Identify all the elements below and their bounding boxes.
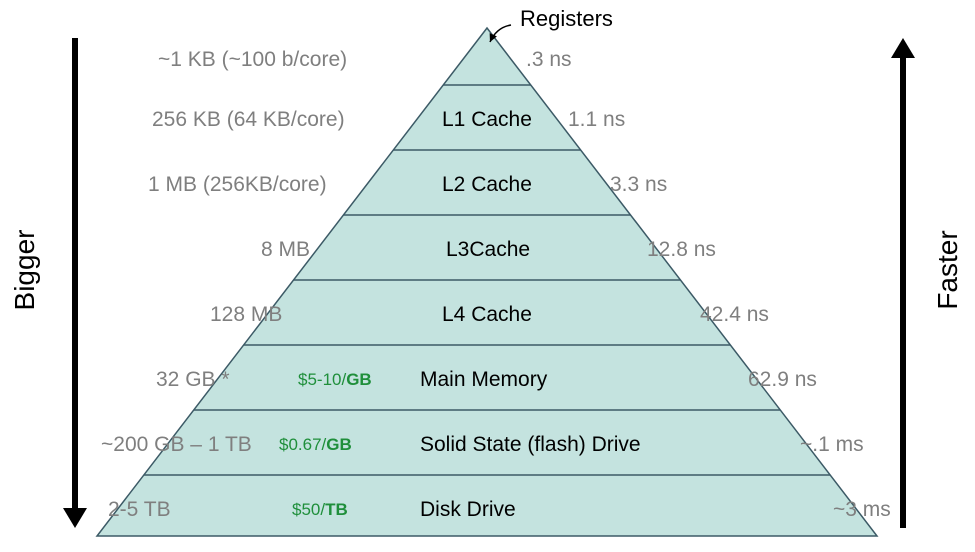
registers-pointer [490, 25, 511, 42]
tier-name: L2 Cache [442, 173, 532, 197]
memory-pyramid [97, 28, 877, 536]
tier-name: L4 Cache [442, 303, 532, 327]
tier-name: Disk Drive [420, 498, 516, 522]
tier-size: 256 KB (64 KB/core) [152, 108, 345, 132]
tier-speed: ~.1 ms [800, 433, 864, 457]
tier-speed: .3 ns [526, 48, 572, 72]
tier-speed: 42.4 ns [700, 303, 769, 327]
tier-speed: 1.1 ns [568, 108, 625, 132]
tier-speed: 12.8 ns [647, 238, 716, 262]
bigger-label: Bigger [9, 230, 41, 311]
tier-size: 8 MB [261, 238, 310, 262]
tier-speed: 62.9 ns [748, 368, 817, 392]
tier-name: Main Memory [420, 368, 547, 392]
tier-price: $0.67/GB [279, 435, 352, 455]
tier-size: ~1 KB (~100 b/core) [158, 48, 347, 72]
tier-name: L3Cache [446, 238, 530, 262]
tier-name: Solid State (flash) Drive [420, 433, 641, 457]
diagram-svg [0, 0, 975, 552]
tier-speed: ~3 ms [833, 498, 891, 522]
tier-name: L1 Cache [442, 108, 532, 132]
tier-price: $5-10/GB [298, 370, 372, 390]
faster-label: Faster [932, 230, 964, 309]
tier-size: ~200 GB – 1 TB [101, 433, 252, 457]
tier-size: 32 GB * [156, 368, 230, 392]
tier-price: $50/TB [292, 500, 348, 520]
faster-arrow [891, 38, 915, 528]
registers-label: Registers [520, 6, 613, 32]
tier-size: 2-5 TB [108, 498, 171, 522]
bigger-arrow [63, 38, 87, 528]
tier-size: 128 MB [210, 303, 282, 327]
tier-size: 1 MB (256KB/core) [148, 173, 327, 197]
tier-speed: 3.3 ns [610, 173, 667, 197]
